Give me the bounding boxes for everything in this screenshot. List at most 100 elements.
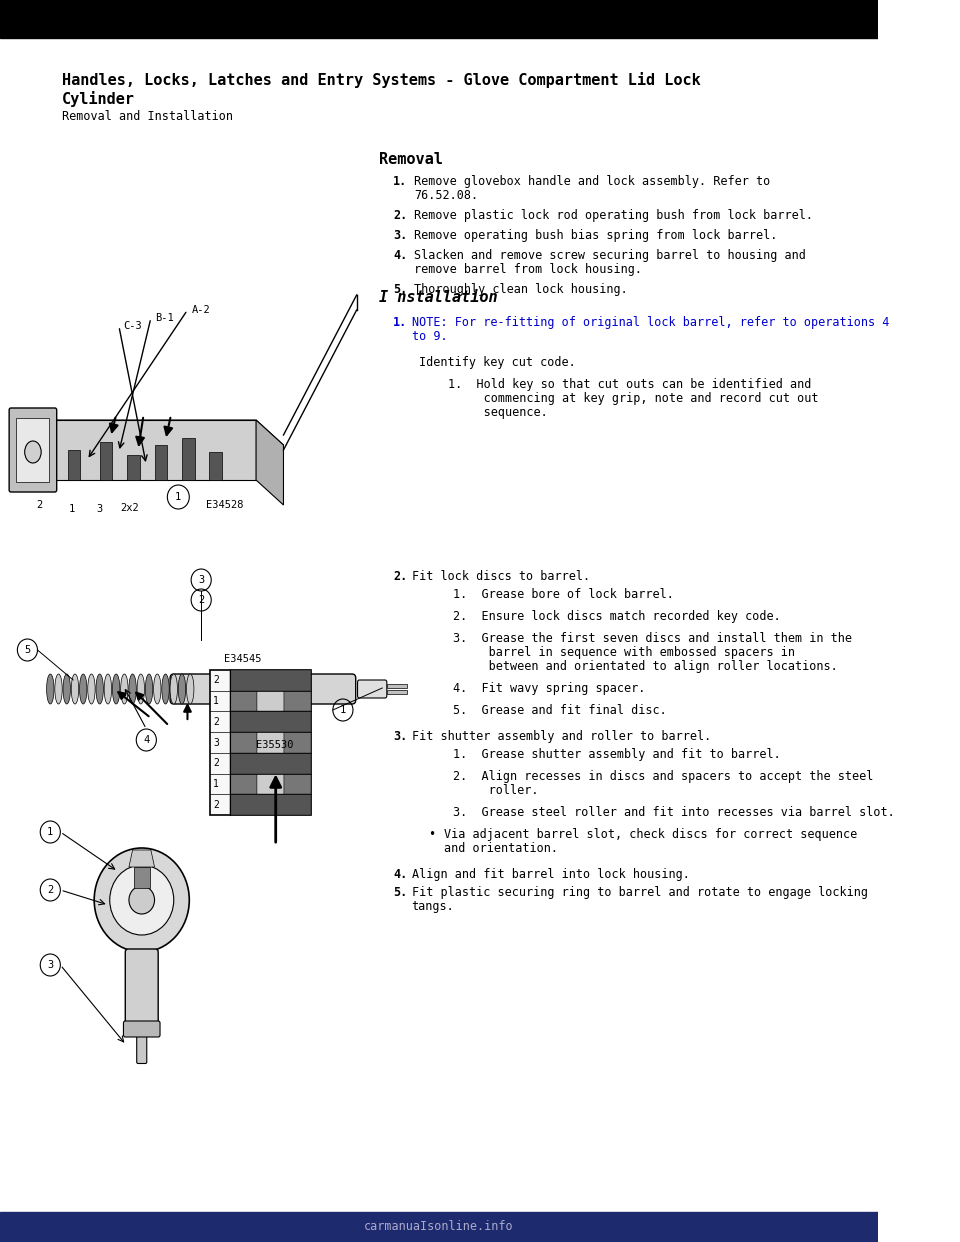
Text: E34545: E34545 <box>224 655 261 664</box>
Text: 4.  Fit wavy spring spacer.: 4. Fit wavy spring spacer. <box>453 682 645 696</box>
Bar <box>0 0 877 39</box>
FancyBboxPatch shape <box>136 1026 147 1063</box>
Text: 1: 1 <box>68 504 75 514</box>
Text: 1.: 1. <box>394 175 407 188</box>
Ellipse shape <box>179 674 185 704</box>
Text: C-3: C-3 <box>124 320 142 332</box>
Text: 1.  Hold key so that cut outs can be identified and: 1. Hold key so that cut outs can be iden… <box>448 378 811 391</box>
Text: 3: 3 <box>47 960 54 970</box>
Ellipse shape <box>186 674 194 704</box>
Bar <box>257 774 284 795</box>
Bar <box>230 669 311 691</box>
Bar <box>0 1212 877 1242</box>
Text: 1.  Grease shutter assembly and fit to barrel.: 1. Grease shutter assembly and fit to ba… <box>453 748 780 761</box>
Bar <box>230 774 257 795</box>
Text: 1.  Grease bore of lock barrel.: 1. Grease bore of lock barrel. <box>453 587 674 601</box>
Text: roller.: roller. <box>453 784 539 797</box>
Polygon shape <box>55 420 283 445</box>
Ellipse shape <box>137 674 145 704</box>
Text: A-2: A-2 <box>192 306 211 315</box>
Ellipse shape <box>55 674 62 704</box>
Text: I nstallation: I nstallation <box>379 289 498 306</box>
Text: 76.52.08.: 76.52.08. <box>415 189 478 202</box>
Text: 2x2: 2x2 <box>121 503 139 513</box>
Ellipse shape <box>25 441 41 463</box>
Bar <box>100 442 112 479</box>
Ellipse shape <box>105 674 111 704</box>
Text: 5.: 5. <box>394 283 407 296</box>
Text: 2: 2 <box>47 886 54 895</box>
Bar <box>230 712 311 732</box>
Bar <box>387 691 407 694</box>
Text: 5.: 5. <box>394 886 407 899</box>
Bar <box>284 774 311 795</box>
Text: 2: 2 <box>213 717 219 727</box>
Text: remove barrel from lock housing.: remove barrel from lock housing. <box>415 263 642 276</box>
Text: 4: 4 <box>143 735 150 745</box>
Circle shape <box>94 848 189 953</box>
Text: 2.  Ensure lock discs match recorded key code.: 2. Ensure lock discs match recorded key … <box>453 610 780 623</box>
Circle shape <box>129 886 155 914</box>
Text: 2: 2 <box>213 758 219 769</box>
Text: between and orientated to align roller locations.: between and orientated to align roller l… <box>453 660 837 673</box>
Text: 4.: 4. <box>394 868 407 881</box>
Text: Identify key cut code.: Identify key cut code. <box>419 356 576 369</box>
Bar <box>284 732 311 753</box>
Circle shape <box>109 864 174 935</box>
Text: 2: 2 <box>213 800 219 810</box>
Text: 2: 2 <box>198 595 204 605</box>
Text: 3: 3 <box>198 575 204 585</box>
Text: 3.: 3. <box>394 730 407 743</box>
Text: to 9.: to 9. <box>412 330 447 343</box>
Bar <box>230 732 257 753</box>
Bar <box>387 684 407 688</box>
Text: 5.  Grease and fit final disc.: 5. Grease and fit final disc. <box>453 704 666 717</box>
Text: 2: 2 <box>213 676 219 686</box>
Ellipse shape <box>87 674 95 704</box>
Polygon shape <box>129 850 155 867</box>
Bar <box>284 691 311 712</box>
Text: Fit shutter assembly and roller to barrel.: Fit shutter assembly and roller to barre… <box>412 730 710 743</box>
Ellipse shape <box>96 674 104 704</box>
Text: Fit plastic securing ring to barrel and rotate to engage locking: Fit plastic securing ring to barrel and … <box>412 886 868 899</box>
Ellipse shape <box>80 674 87 704</box>
Text: 2: 2 <box>36 501 43 510</box>
Bar <box>182 438 195 479</box>
Ellipse shape <box>71 674 79 704</box>
FancyBboxPatch shape <box>357 681 387 698</box>
Text: 2.: 2. <box>394 209 407 222</box>
Text: Slacken and remove screw securing barrel to housing and: Slacken and remove screw securing barrel… <box>415 248 806 262</box>
Bar <box>127 455 140 479</box>
Ellipse shape <box>47 674 54 704</box>
Text: Remove glovebox handle and lock assembly. Refer to: Remove glovebox handle and lock assembly… <box>415 175 771 188</box>
Polygon shape <box>256 420 283 505</box>
Text: and orientation.: and orientation. <box>444 842 558 854</box>
Text: 1: 1 <box>47 827 54 837</box>
FancyBboxPatch shape <box>126 949 158 1030</box>
Text: E35530: E35530 <box>256 740 294 750</box>
Text: E34528: E34528 <box>205 501 243 510</box>
Text: carmanuaIsonline.info: carmanuaIsonline.info <box>364 1221 514 1233</box>
Bar <box>67 450 81 479</box>
Text: commencing at key grip, note and record cut out: commencing at key grip, note and record … <box>448 392 819 405</box>
Text: 4.: 4. <box>394 248 407 262</box>
Text: 2.  Align recesses in discs and spacers to accept the steel: 2. Align recesses in discs and spacers t… <box>453 770 873 782</box>
Bar <box>257 732 284 753</box>
Bar <box>257 691 284 712</box>
Bar <box>16 419 49 482</box>
Text: Remove operating bush bias spring from lock barrel.: Remove operating bush bias spring from l… <box>415 229 778 242</box>
FancyBboxPatch shape <box>10 409 57 492</box>
Text: 1: 1 <box>213 696 219 705</box>
Text: 3.  Grease the first seven discs and install them in the: 3. Grease the first seven discs and inst… <box>453 632 852 645</box>
Polygon shape <box>133 867 150 888</box>
Polygon shape <box>55 420 256 479</box>
Text: tangs.: tangs. <box>412 900 454 913</box>
Text: Removal: Removal <box>379 152 444 166</box>
Text: 1: 1 <box>340 705 346 715</box>
Text: Align and fit barrel into lock housing.: Align and fit barrel into lock housing. <box>412 868 689 881</box>
Text: B-1: B-1 <box>156 313 174 323</box>
Ellipse shape <box>170 674 178 704</box>
Ellipse shape <box>112 674 120 704</box>
Text: Removal and Installation: Removal and Installation <box>62 111 233 123</box>
Text: NOTE: For re-fitting of original lock barrel, refer to operations 4: NOTE: For re-fitting of original lock ba… <box>412 315 889 329</box>
